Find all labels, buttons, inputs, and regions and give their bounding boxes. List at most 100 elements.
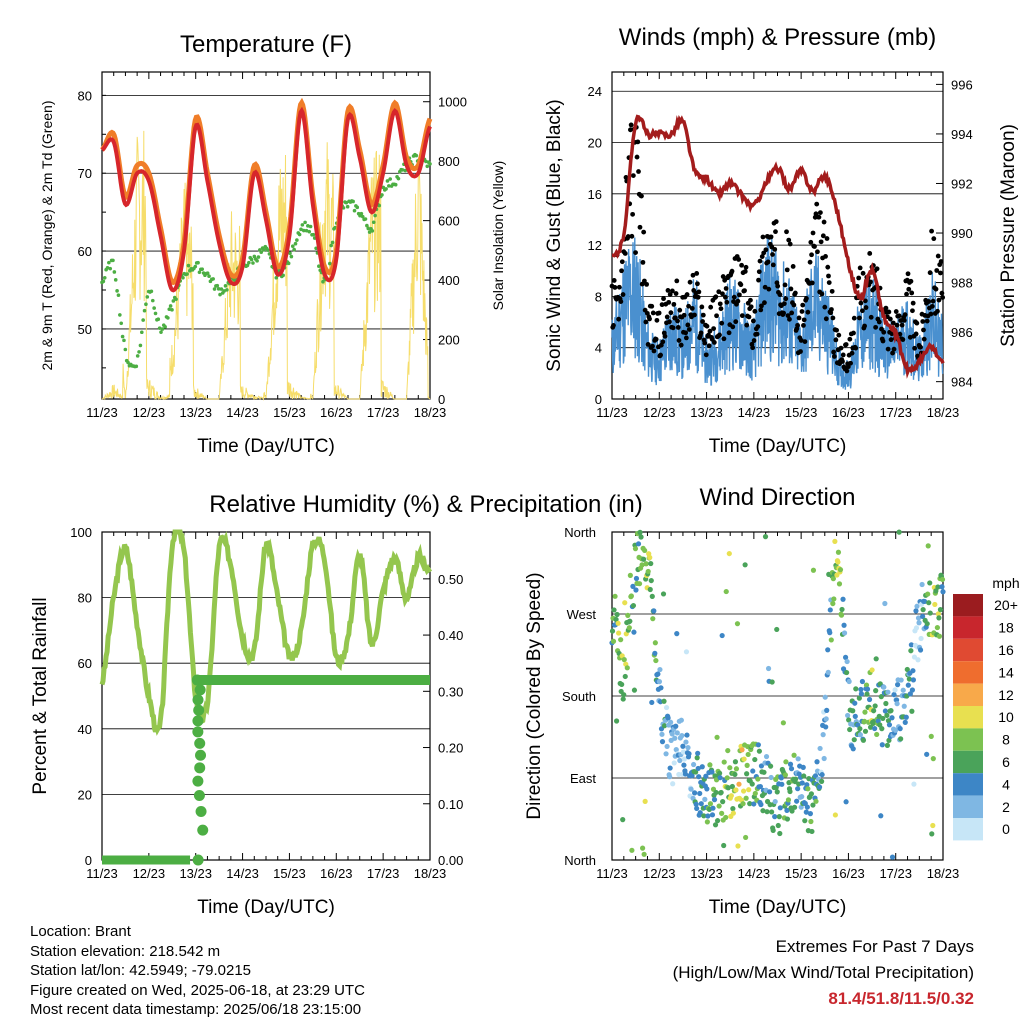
gust-point [939,290,945,296]
legend-label: 8 [1002,732,1010,748]
legend-label: 14 [998,664,1014,680]
dewpoint-point [167,307,172,312]
wind-xtick-label: 15/23 [785,405,818,420]
dewpoint-point [126,360,130,365]
direction-point [785,797,792,803]
wind-ylabel-right: Station Pressure (Maroon) [998,124,1019,347]
gust-point [757,258,763,264]
direction-point [671,760,677,766]
gust-point [816,214,822,220]
gust-point [913,331,919,337]
dewpoint-point [262,248,266,252]
gust-point [790,264,796,269]
dewpoint-point [150,298,155,303]
gust-point [890,350,895,356]
gust-point [694,271,700,276]
direction-point [661,698,667,704]
dewpoint-point [216,287,221,291]
precip-point [193,704,205,716]
direction-point [917,647,924,653]
dewpoint-point [266,248,270,252]
gust-point [788,286,794,292]
direction-point [692,790,698,796]
gust-point [716,289,722,295]
gust-point [729,268,735,274]
gust-point [702,340,708,346]
gust-point [683,335,689,341]
dewpoint-point [252,254,257,259]
direction-point [898,677,904,683]
dewpoint-point [299,227,303,232]
dewpoint-point [385,179,390,183]
wind-rtick-label: 994 [951,127,973,142]
gust-point [798,338,804,343]
temp-ytick-label: 70 [78,166,92,181]
gust-point [730,324,736,330]
gust-point [804,296,809,301]
dewpoint-point [289,254,294,259]
direction-point [936,633,943,639]
legend-title: mph [992,575,1019,591]
direction-point [717,770,723,776]
gust-point [706,343,712,349]
direction-point [680,743,686,749]
gust-point [634,154,640,160]
direction-point [697,790,703,797]
direction-point [927,580,933,586]
dewpoint-point [274,275,279,280]
direction-point [657,666,663,673]
dewpoint-point [157,326,162,330]
direction-point [878,694,884,700]
direction-point [869,667,875,673]
dewpoint-point [219,287,224,291]
direction-point [844,658,850,665]
dewpoint-point [365,223,369,228]
direction-point [788,766,795,772]
direction-point [719,632,725,639]
dewpoint-point [293,241,298,246]
dewpoint-point [225,288,229,292]
direction-point [772,798,778,805]
direction-point [741,756,747,762]
wind-xtick-label: 17/23 [879,405,912,420]
direction-point [679,733,685,739]
direction-point [911,781,917,787]
dewpoint-point [174,297,178,302]
dewpoint-point [152,306,156,310]
humidity-line [99,529,433,736]
direction-point [746,787,752,793]
direction-point [672,735,678,741]
gust-point [717,332,722,338]
gust-point [931,236,937,242]
gust-point [683,330,689,336]
gust-point [714,313,719,319]
dewpoint-point [396,176,401,181]
direction-point [837,567,844,573]
direction-point [861,718,868,724]
direction-point [910,677,917,683]
direction-point [830,576,836,582]
direction-point [648,560,654,567]
gust-point [857,265,863,271]
gust-point [868,314,874,320]
direction-point [901,703,907,709]
direction-point [626,625,632,631]
gust-point [823,254,828,259]
direction-point [709,812,716,818]
direction-point [906,676,912,682]
gust-point [795,322,800,328]
gust-point [668,310,674,316]
direction-point [768,763,774,769]
direction-point [862,709,868,715]
wind-ytick-label: 0 [595,392,602,407]
direction-point [630,583,636,589]
direction-point [613,718,620,724]
gust-point [929,303,935,309]
direction-point [696,774,702,780]
gust-point [840,352,846,358]
gust-point [639,193,644,199]
gust-point [894,322,900,328]
direction-point [878,813,884,819]
temp-xtick-label: 18/23 [414,405,447,420]
direction-point [821,755,827,762]
